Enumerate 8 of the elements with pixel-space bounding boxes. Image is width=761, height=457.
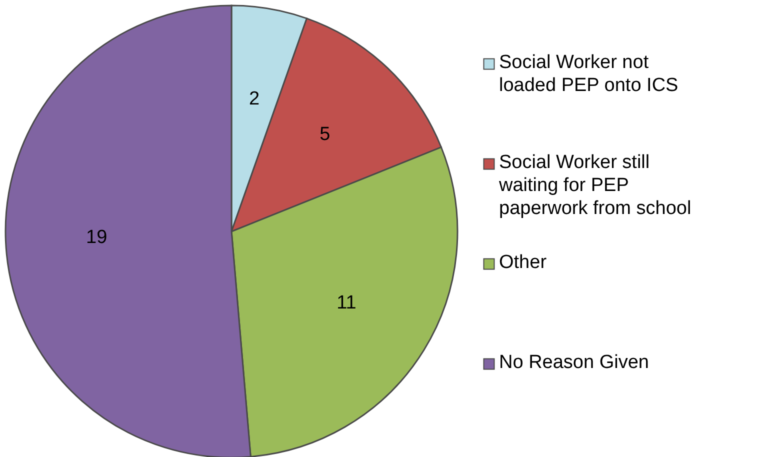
legend-label: No Reason Given [499,352,649,373]
data-label: 11 [336,292,356,314]
data-label: 19 [86,227,108,248]
legend-label: Other [499,252,548,273]
legend-label: Social Worker still waiting for PEP paperwork from school [498,152,692,219]
data-label: 2 [249,88,260,110]
legend-label: Social Worker not loaded PEP onto ICS [499,52,678,96]
data-label: 5 [320,124,330,146]
